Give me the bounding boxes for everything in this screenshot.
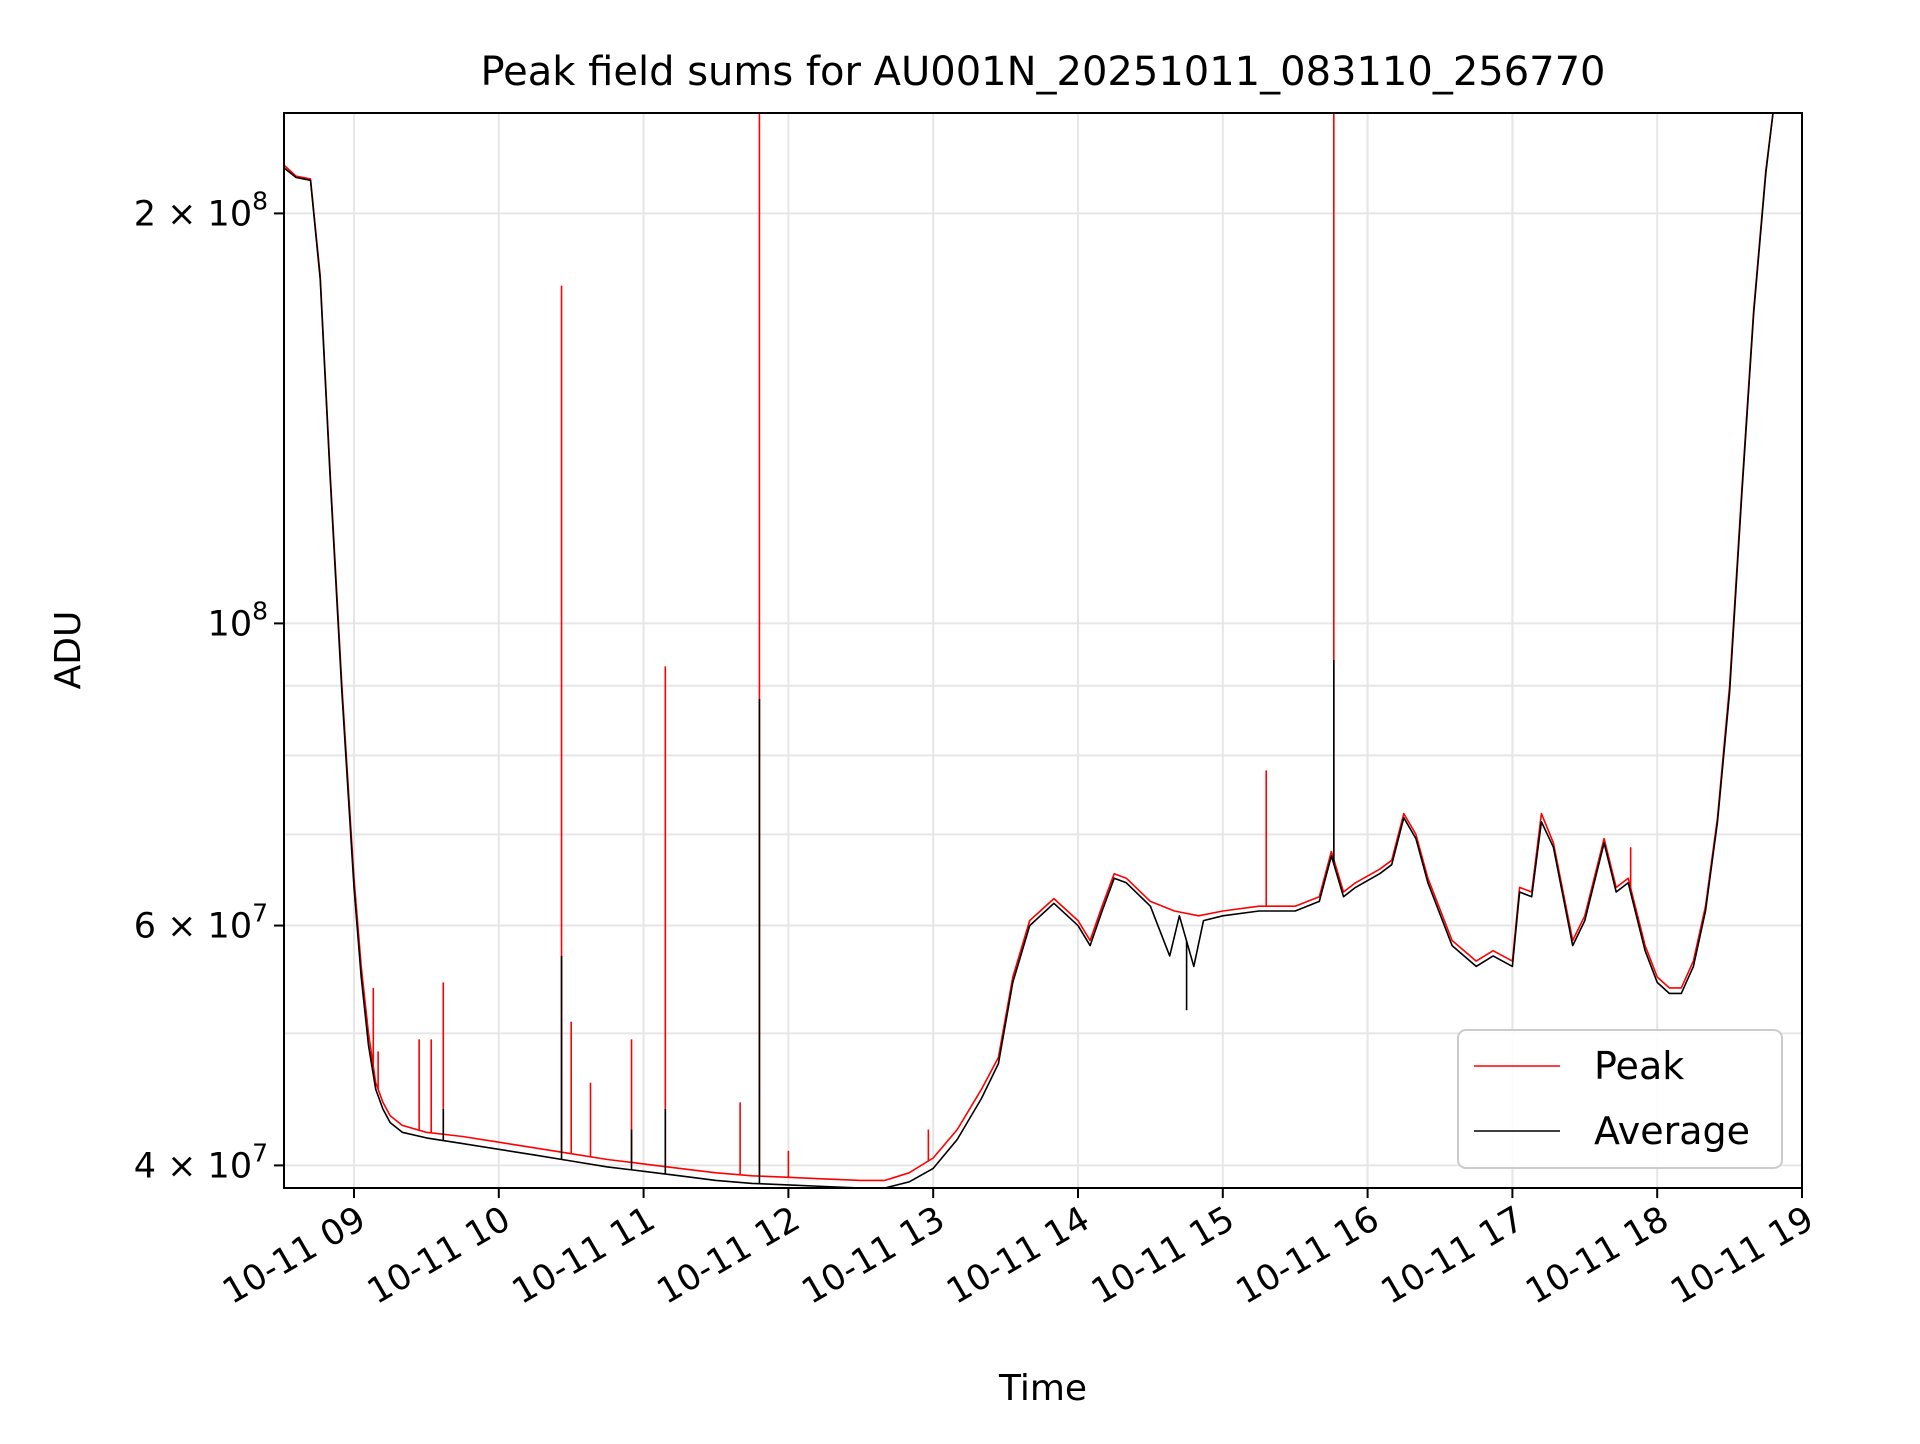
legend-label-average: Average	[1594, 1109, 1750, 1153]
chart-title: Peak field sums for AU001N_20251011_0831…	[480, 49, 1605, 95]
series-layer	[283, 112, 1802, 1189]
legend-label-peak: Peak	[1594, 1044, 1684, 1088]
legend: Peak Average	[1457, 1029, 1783, 1169]
y-tick-label: 6 × 107	[134, 899, 268, 947]
y-tick-label: 2 × 108	[134, 186, 268, 234]
y-tick-label: 108	[208, 596, 268, 644]
y-axis-ticks: 4 × 107 6 × 107 108 2 × 108	[134, 186, 284, 1186]
series-line-average	[283, 112, 1802, 1189]
x-axis-label: Time	[998, 1368, 1087, 1409]
y-axis-label: ADU	[48, 611, 89, 690]
plot-area-frame	[283, 112, 1803, 1189]
series-line-peak	[283, 112, 1802, 1182]
series-peak	[283, 112, 1802, 1182]
series-average	[283, 112, 1802, 1189]
legend-box	[1457, 1029, 1783, 1169]
y-tick-label: 4 × 107	[134, 1138, 268, 1186]
